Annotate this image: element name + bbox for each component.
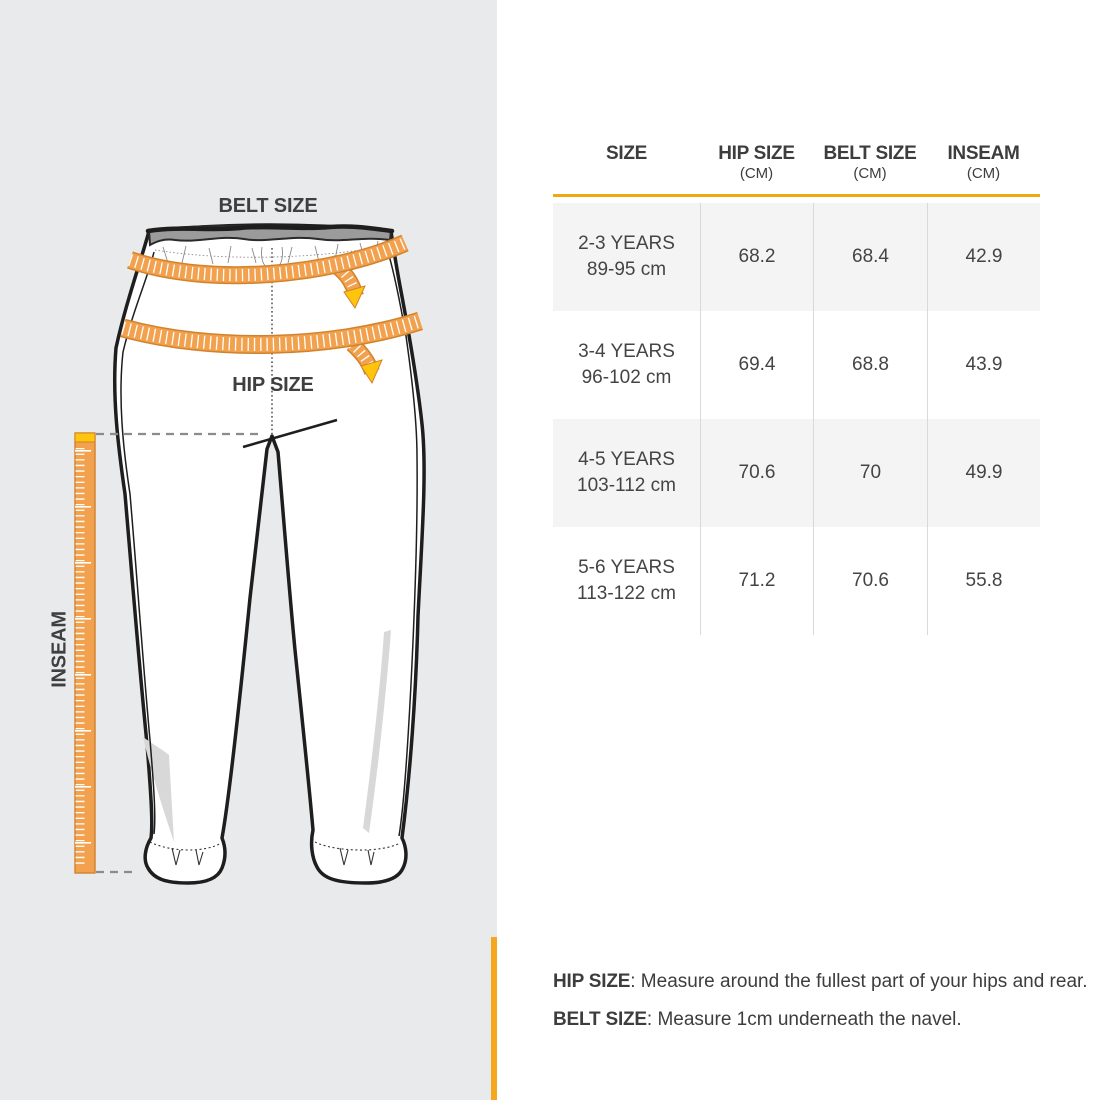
measurement-notes: HIP SIZE: Measure around the fullest par… [553, 963, 1093, 1039]
inseam-value: 55.8 [927, 527, 1040, 635]
note-text: : Measure 1cm underneath the navel. [646, 1009, 962, 1030]
table-body: 2-3 YEARS 89-95 cm 68.2 68.4 42.9 3-4 YE… [553, 203, 1040, 635]
header-cell-hip: HIP SIZE (CM) [718, 143, 795, 182]
table-row: 4-5 YEARS 103-112 cm 70.6 70 49.9 [553, 419, 1040, 527]
size-table: SIZE HIP SIZE (CM) BELT SIZE (CM) INSEAM… [553, 136, 1040, 635]
note-belt-size: BELT SIZE: Measure 1cm underneath the na… [553, 1001, 1093, 1039]
cuff-stitching [149, 841, 401, 866]
header-rule [553, 194, 1040, 197]
size-cell: 5-6 YEARS 113-122 cm [577, 557, 676, 604]
ruler-cap [74, 432, 96, 443]
table-row: 5-6 YEARS 113-122 cm 71.2 70.6 55.8 [553, 527, 1040, 635]
hip-tape [120, 311, 423, 385]
leg-shading-left [143, 737, 174, 842]
belt-value: 70 [813, 419, 927, 527]
note-term: BELT SIZE [553, 1009, 647, 1030]
hip-size-label: HIP SIZE [232, 374, 314, 396]
accent-bar [491, 937, 497, 1100]
hip-tape-tip [360, 359, 383, 385]
belt-size-label: BELT SIZE [218, 195, 318, 217]
pants-diagram [74, 223, 426, 885]
note-term: HIP SIZE [553, 971, 631, 992]
hip-value: 70.6 [700, 419, 813, 527]
inseam-label: INSEAM [48, 611, 71, 688]
crotch-line [242, 418, 338, 449]
belt-value: 68.4 [813, 203, 927, 311]
size-cell: 4-5 YEARS 103-112 cm [577, 449, 676, 496]
belt-tape [127, 234, 409, 310]
inseam-value: 49.9 [927, 419, 1040, 527]
table-row: 2-3 YEARS 89-95 cm 68.2 68.4 42.9 [553, 203, 1040, 311]
hip-value: 68.2 [700, 203, 813, 311]
size-cell: 3-4 YEARS 96-102 cm [578, 341, 675, 388]
header-cell-inseam: INSEAM (CM) [947, 143, 1020, 182]
belt-tape-tip [343, 285, 366, 310]
table-row: 3-4 YEARS 96-102 cm 69.4 68.8 43.9 [553, 311, 1040, 419]
belt-value: 70.6 [813, 527, 927, 635]
note-hip-size: HIP SIZE: Measure around the fullest par… [553, 963, 1093, 1001]
table-header-row: SIZE HIP SIZE (CM) BELT SIZE (CM) INSEAM… [553, 136, 1040, 183]
waistband-top-edge [145, 224, 395, 234]
header-cell-size: SIZE [605, 143, 648, 164]
leg-shading-right [363, 630, 391, 833]
hip-value: 69.4 [700, 311, 813, 419]
inseam-value: 42.9 [927, 203, 1040, 311]
hip-value: 71.2 [700, 527, 813, 635]
size-cell: 2-3 YEARS 89-95 cm [578, 233, 675, 280]
note-text: : Measure around the fullest part of you… [630, 971, 1088, 992]
header-cell-belt: BELT SIZE (CM) [823, 143, 917, 182]
inseam-ruler [74, 432, 96, 874]
inseam-value: 43.9 [927, 311, 1040, 419]
diagram-panel: BELT SIZE HIP SIZE INSEAM [0, 0, 497, 1100]
belt-value: 68.8 [813, 311, 927, 419]
